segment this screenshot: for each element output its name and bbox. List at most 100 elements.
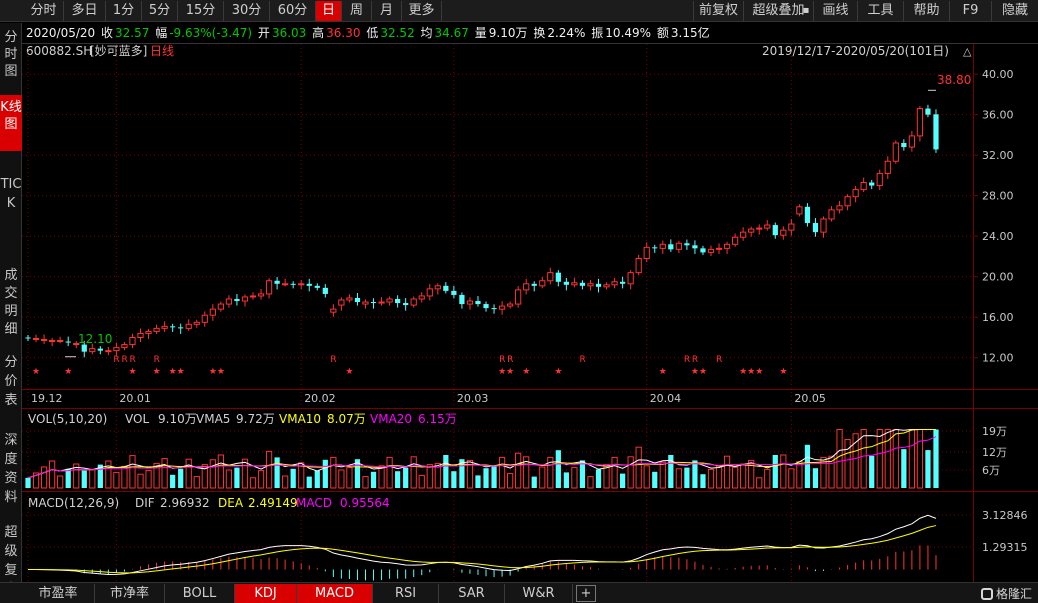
vol-bar-down [869, 455, 875, 488]
candle-body-up [338, 299, 345, 306]
indicator-tabs: 市盈率 市净率 BOLL KDJ MACD RSI SAR W&R + [0, 582, 1038, 603]
vol-bar-up [756, 477, 763, 489]
macd-tick-label: 1.29315 [982, 541, 1028, 554]
nav-kline-chart[interactable]: K线图 [0, 95, 22, 151]
vol-bar-up [418, 474, 425, 489]
candle-body-up [916, 108, 924, 137]
period-tab-15min[interactable]: 15分 [178, 1, 224, 21]
candle-body-up [129, 336, 136, 346]
vol-bar-down [370, 471, 377, 488]
period-tab-fenshi[interactable]: 分时 [24, 1, 64, 21]
nav-depth-data[interactable]: 深度资料 [4, 433, 18, 505]
date-grid [27, 44, 792, 582]
candle-body-up [265, 280, 273, 295]
vol-bar-up [498, 456, 506, 489]
vol-bar-down [274, 457, 280, 488]
candle-body-up [113, 347, 120, 352]
hide-button[interactable]: 隐藏 [991, 1, 1038, 21]
nav-tick[interactable]: TICK [0, 177, 22, 211]
forward-adjust-button[interactable]: 前复权 [693, 1, 743, 21]
vol-bar-down [531, 476, 537, 488]
kline-chart-area[interactable]: 600882.SH [妙可蓝多] 日线 2019/12/17-2020/05/2… [0, 0, 1038, 582]
vol-bar-up [748, 459, 755, 489]
turnover-value: 2.24% [547, 26, 586, 40]
overlay-checkbox-icon[interactable]: ▪ [802, 5, 810, 16]
signal-r-marker: R [579, 355, 585, 365]
vol-bar-up [346, 467, 353, 489]
tab-rsi[interactable]: RSI [373, 584, 439, 603]
candle-body-up [298, 283, 305, 286]
vma20-name: VMA20 [370, 412, 412, 426]
nav-fenshi-chart[interactable]: 分时图 [4, 30, 18, 79]
candle-body-down [451, 290, 457, 295]
period-tab-5min[interactable]: 5分 [142, 1, 178, 21]
overlay-button[interactable]: 超级叠加 [743, 1, 813, 21]
vol-bar-up [193, 476, 200, 489]
dif-name: DIF [135, 496, 155, 510]
tools-button[interactable]: 工具 [857, 1, 903, 21]
turnover-label: 换 [533, 26, 546, 40]
signal-r-marker: R [684, 355, 690, 365]
candle-body-up [201, 314, 208, 323]
candle-body-down [443, 285, 449, 291]
vol-bar-up [611, 456, 618, 489]
vol-bar-up [265, 450, 273, 489]
candle-body-up [611, 281, 618, 286]
vol-name: VOL [125, 412, 149, 426]
candle-body-down [595, 283, 602, 287]
vol-bar-up [523, 456, 530, 489]
candle-body-up [836, 205, 843, 211]
candle-body-up [410, 298, 417, 306]
macd-tick-label: 3.12846 [982, 509, 1028, 522]
period-tab-60min[interactable]: 60分 [270, 1, 316, 21]
f9-button[interactable]: F9 [949, 1, 991, 21]
signal-r-marker: R [507, 355, 513, 365]
period-tab-month[interactable]: 月 [372, 1, 402, 21]
tab-boll[interactable]: BOLL [165, 584, 235, 603]
signal-star-marker: ★ [32, 367, 40, 377]
candle-body-up [49, 340, 56, 343]
collapse-icon[interactable]: △ [963, 45, 972, 58]
period-tab-multiday[interactable]: 多日 [64, 1, 106, 21]
nav-trade-detail[interactable]: 成交明细 [4, 268, 18, 337]
quote-info-line: 2020/05/20 收 32.57 幅 -9.63%(-3.47) 开 36.03 … [26, 24, 712, 42]
tab-macd[interactable]: MACD [297, 584, 373, 603]
tab-pe-ratio[interactable]: 市盈率 [22, 584, 95, 603]
vol-bar-up [643, 465, 650, 489]
nav-price-table[interactable]: 分价表 [4, 355, 18, 408]
candle-body-up [860, 182, 867, 191]
period-tab-week[interactable]: 周 [342, 1, 372, 21]
tab-sar[interactable]: SAR [439, 584, 505, 603]
vol-bar-up [547, 456, 554, 489]
candle-body-down [459, 294, 465, 305]
vol-bar-down [595, 469, 602, 488]
date-range[interactable]: 2019/12/17-2020/05/20(101日) [762, 44, 949, 58]
signal-star-marker: ★ [345, 367, 353, 377]
vol-bar-up [121, 465, 128, 489]
period-tab-more[interactable]: 更多 [402, 1, 442, 21]
add-tab-button[interactable]: + [576, 585, 596, 602]
tab-pb-ratio[interactable]: 市净率 [95, 584, 165, 603]
vol-tick-label: 12万 [982, 446, 1007, 459]
candle-body-up [707, 248, 715, 253]
signal-star-marker: ★ [739, 367, 747, 377]
date-tick-label: 19.12 [31, 392, 63, 405]
low-value: 32.52 [380, 26, 415, 40]
period-tab-30min[interactable]: 30分 [224, 1, 270, 21]
tab-wr[interactable]: W&R [505, 584, 573, 603]
candle-body-up [675, 242, 682, 250]
period-tab-1min[interactable]: 1分 [106, 1, 142, 21]
signal-star-marker: ★ [169, 367, 177, 377]
macd-histogram [43, 545, 937, 581]
candle-body-up [249, 295, 257, 298]
vol-bar-up [57, 475, 64, 489]
candle-body-down [322, 287, 328, 294]
help-button[interactable]: 帮助 [903, 1, 949, 21]
vol-bar-down [403, 467, 409, 488]
draw-line-button[interactable]: 画线 [813, 1, 857, 21]
date-axis-labels: 19.12 20.01 20.02 20.03 20.04 20.05 [31, 392, 826, 405]
date-tick-label: 20.05 [794, 392, 826, 405]
date-tick-label: 20.03 [457, 392, 489, 405]
tab-kdj[interactable]: KDJ [235, 584, 297, 603]
period-tab-day[interactable]: 日 [316, 1, 342, 21]
